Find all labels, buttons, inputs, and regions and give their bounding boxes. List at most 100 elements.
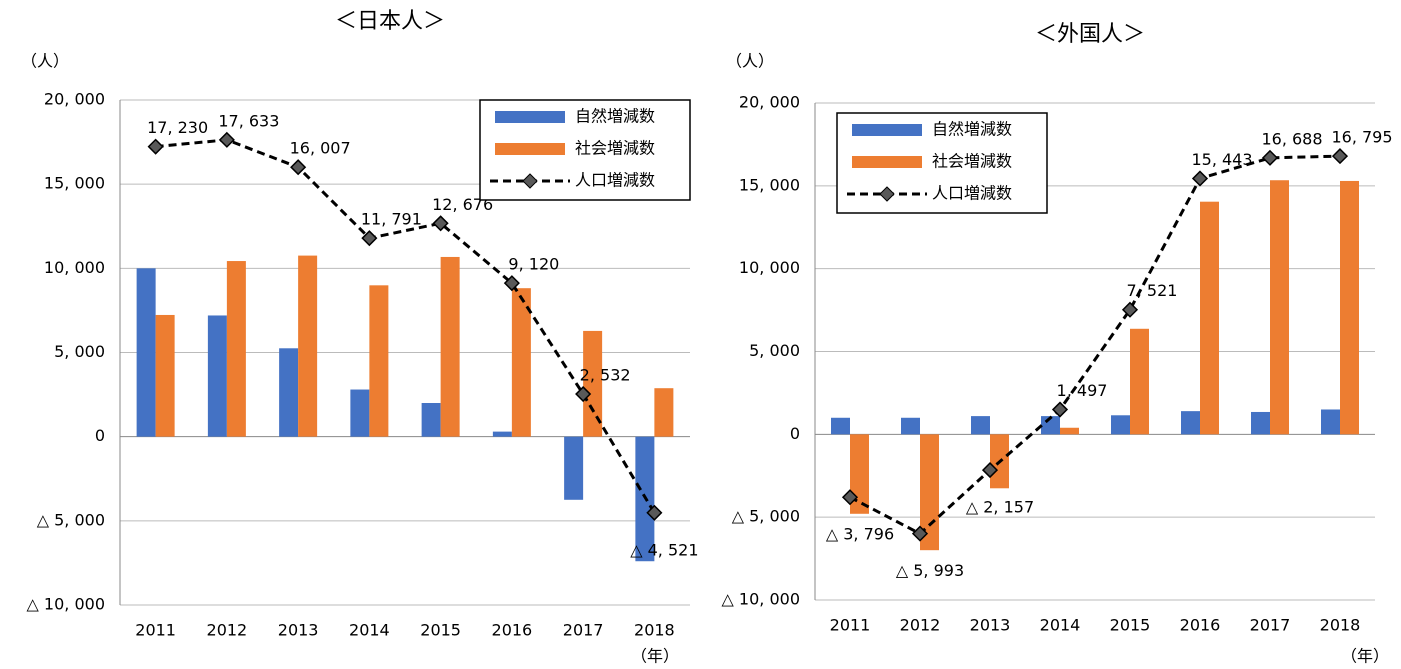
bar xyxy=(350,389,370,437)
line-marker xyxy=(218,131,235,148)
line-marker xyxy=(503,275,520,292)
data-label: △ 3, 796 xyxy=(826,525,894,544)
line xyxy=(849,154,1341,536)
x-tick-label: 2015 xyxy=(1110,616,1151,635)
bar xyxy=(440,256,460,437)
x-tick-label: 2014 xyxy=(349,621,390,640)
y-tick-label: 15, 000 xyxy=(739,175,800,194)
x-tick-label: 2011 xyxy=(135,621,176,640)
line-marker xyxy=(1261,149,1279,166)
line-marker xyxy=(1121,301,1139,318)
x-tick-label: 2017 xyxy=(563,621,604,640)
data-label: 17, 633 xyxy=(218,111,279,130)
bar xyxy=(279,348,299,437)
legend-swatch xyxy=(852,124,922,136)
x-tick-label: 2017 xyxy=(1250,616,1291,635)
legend-marker xyxy=(522,173,538,189)
line-marker xyxy=(361,230,378,247)
line-marker xyxy=(1331,148,1349,165)
x-axis-label: （年） xyxy=(631,647,679,666)
legend-marker xyxy=(879,186,895,202)
bar xyxy=(1181,411,1200,435)
data-label: 9, 120 xyxy=(508,255,559,274)
data-label: 2, 532 xyxy=(580,366,631,385)
bar xyxy=(901,417,920,435)
bar xyxy=(226,261,246,437)
bar xyxy=(1130,328,1149,435)
x-axis-label: （年） xyxy=(1341,647,1389,666)
bar xyxy=(1060,427,1079,435)
y-tick-label: △ 5, 000 xyxy=(37,510,105,529)
data-label: △ 2, 157 xyxy=(966,498,1034,517)
line-marker xyxy=(1051,401,1069,418)
bar xyxy=(1321,409,1340,435)
chart-title: ＜外国人＞ xyxy=(1035,22,1145,47)
x-tick-label: 2012 xyxy=(207,621,248,640)
bar xyxy=(1340,180,1359,435)
data-label: 11, 791 xyxy=(361,210,422,229)
line-marker xyxy=(290,159,307,176)
line xyxy=(155,138,656,514)
y-tick-label: △ 5, 000 xyxy=(732,507,800,526)
x-tick-label: 2018 xyxy=(1320,616,1361,635)
x-tick-label: 2016 xyxy=(1180,616,1221,635)
y-axis-label: （人） xyxy=(21,52,69,71)
bar xyxy=(207,315,227,437)
bar xyxy=(369,285,389,437)
line-marker xyxy=(1191,170,1209,187)
bar xyxy=(1200,201,1219,435)
y-axis-label: （人） xyxy=(726,52,774,71)
legend-label: 人口増減数 xyxy=(575,171,655,190)
y-tick-label: 0 xyxy=(95,426,105,445)
y-tick-label: 20, 000 xyxy=(739,93,800,112)
x-tick-label: 2018 xyxy=(634,621,675,640)
bar xyxy=(971,416,990,435)
line-marker xyxy=(911,525,929,542)
data-label: △ 5, 993 xyxy=(896,561,964,580)
bar xyxy=(564,436,584,500)
chart-title: ＜日本人＞ xyxy=(335,9,445,34)
bar xyxy=(298,255,318,437)
legend-label: 社会増減数 xyxy=(575,139,655,158)
data-label: 16, 795 xyxy=(1331,128,1392,147)
y-tick-label: △ 10, 000 xyxy=(27,595,105,614)
y-tick-label: 5, 000 xyxy=(54,342,105,361)
x-tick-label: 2013 xyxy=(970,616,1011,635)
y-tick-label: 15, 000 xyxy=(44,174,105,193)
bar xyxy=(421,403,441,437)
y-tick-label: △ 10, 000 xyxy=(722,590,800,609)
x-tick-label: 2013 xyxy=(278,621,319,640)
y-tick-label: 20, 000 xyxy=(44,90,105,109)
legend-label: 自然増減数 xyxy=(932,120,1012,139)
bar xyxy=(1251,411,1270,435)
data-label: 16, 007 xyxy=(290,139,351,158)
x-tick-label: 2014 xyxy=(1040,616,1081,635)
line-marker xyxy=(432,215,449,232)
data-label: 12, 676 xyxy=(432,195,493,214)
data-label: 7, 521 xyxy=(1127,281,1178,300)
legend-swatch xyxy=(852,156,922,168)
line-marker xyxy=(575,385,592,403)
data-label: △ 4, 521 xyxy=(630,540,698,559)
bar xyxy=(1270,180,1289,435)
y-tick-label: 10, 000 xyxy=(44,258,105,277)
data-label: 16, 688 xyxy=(1261,129,1322,148)
line-marker xyxy=(841,489,859,506)
y-tick-label: 5, 000 xyxy=(749,341,800,360)
bar xyxy=(492,431,512,437)
legend-swatch xyxy=(495,111,565,123)
line-marker xyxy=(646,504,663,521)
legend-label: 自然増減数 xyxy=(575,107,655,126)
bar xyxy=(831,417,850,435)
y-tick-label: 10, 000 xyxy=(739,258,800,277)
data-label: 1, 497 xyxy=(1057,381,1108,400)
bar xyxy=(654,388,674,437)
x-tick-label: 2012 xyxy=(900,616,941,635)
x-tick-label: 2011 xyxy=(830,616,871,635)
legend-label: 人口増減数 xyxy=(932,184,1012,203)
line-marker xyxy=(147,138,164,155)
x-tick-label: 2015 xyxy=(420,621,461,640)
line-marker xyxy=(981,462,999,479)
bar xyxy=(155,314,175,437)
